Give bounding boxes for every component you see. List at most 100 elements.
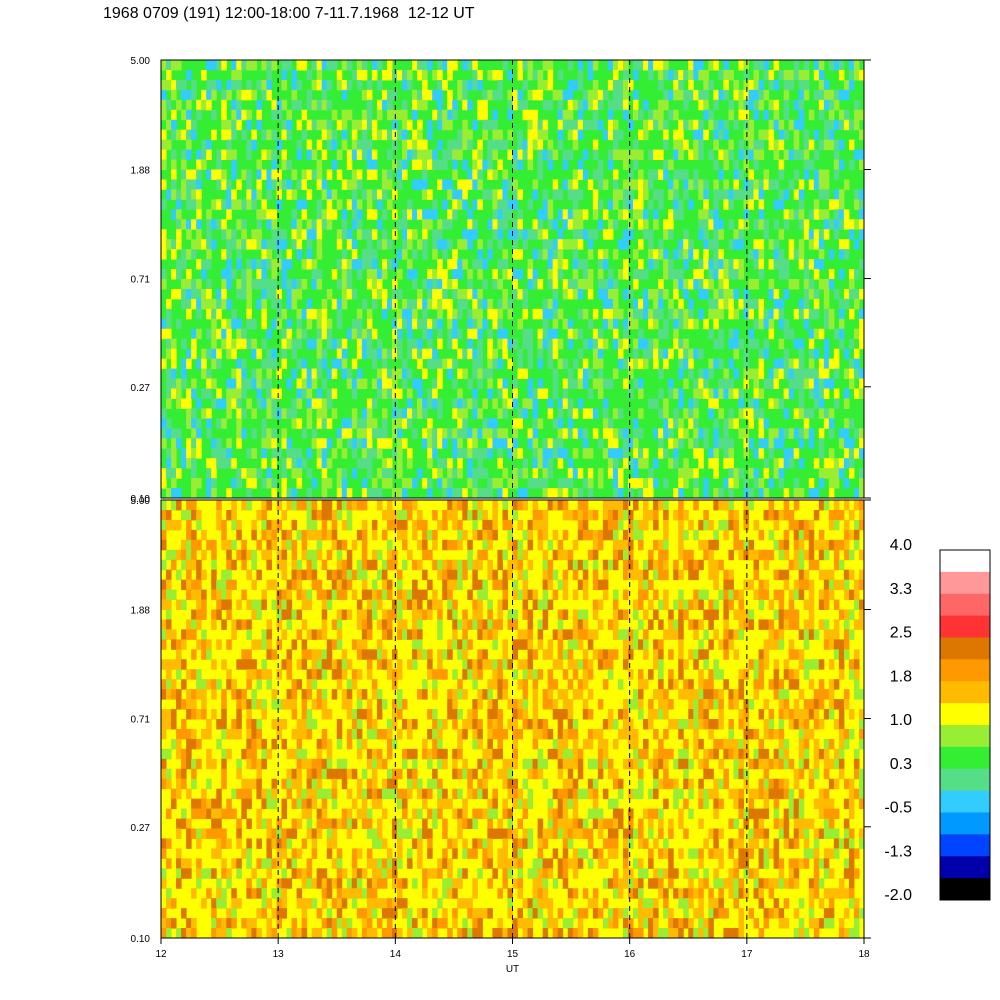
spectrogram-cell bbox=[306, 529, 313, 541]
spectrogram-cell bbox=[191, 179, 197, 190]
spectrogram-cell bbox=[497, 358, 503, 370]
spectrogram-cell bbox=[226, 129, 232, 141]
spectrogram-cell bbox=[261, 738, 267, 750]
spectrogram-cell bbox=[607, 109, 614, 121]
spectrogram-cell bbox=[286, 279, 293, 290]
spectrogram-cell bbox=[648, 199, 654, 210]
spectrogram-cell bbox=[161, 328, 167, 340]
spectrogram-cell bbox=[617, 358, 624, 370]
spectrogram-cell bbox=[527, 119, 534, 131]
spectrogram-cell bbox=[467, 169, 473, 180]
spectrogram-cell bbox=[507, 229, 513, 240]
spectrogram-cell bbox=[432, 599, 438, 610]
spectrogram-cell bbox=[336, 478, 343, 489]
spectrogram-cell bbox=[447, 478, 453, 489]
spectrogram-cell bbox=[552, 488, 559, 498]
spectrogram-cell bbox=[306, 488, 313, 498]
spectrogram-cell bbox=[743, 159, 750, 170]
spectrogram-cell bbox=[341, 60, 348, 71]
spectrogram-cell bbox=[351, 418, 358, 429]
spectrogram-cell bbox=[296, 728, 303, 740]
spectrogram-cell bbox=[291, 500, 298, 511]
spectrogram-cell bbox=[462, 758, 468, 770]
spectrogram-cell bbox=[391, 189, 398, 200]
spectrogram-cell bbox=[572, 199, 579, 210]
spectrogram-cell bbox=[336, 868, 343, 879]
spectrogram-cell bbox=[407, 298, 413, 310]
spectrogram-cell bbox=[276, 888, 283, 899]
spectrogram-cell bbox=[703, 219, 709, 230]
spectrogram-cell bbox=[437, 468, 443, 479]
spectrogram-cell bbox=[663, 328, 669, 340]
spectrogram-cell bbox=[753, 368, 760, 380]
spectrogram-cell bbox=[191, 388, 197, 399]
spectrogram-cell bbox=[191, 438, 197, 449]
spectrogram-cell bbox=[366, 908, 373, 919]
spectrogram-cell bbox=[296, 500, 303, 511]
spectrogram-cell bbox=[462, 189, 468, 200]
spectrogram-cell bbox=[733, 288, 739, 300]
spectrogram-cell bbox=[422, 348, 428, 360]
spectrogram-cell bbox=[161, 509, 167, 521]
spectrogram-cell bbox=[427, 129, 433, 141]
spectrogram-cell bbox=[296, 149, 303, 161]
spectrogram-cell bbox=[467, 818, 473, 829]
spectrogram-cell bbox=[291, 229, 298, 240]
spectrogram-cell bbox=[256, 808, 262, 820]
spectrogram-cell bbox=[818, 239, 825, 250]
spectrogram-cell bbox=[166, 428, 172, 439]
spectrogram-cell bbox=[166, 308, 172, 320]
spectrogram-cell bbox=[728, 149, 734, 161]
spectrogram-cell bbox=[366, 189, 373, 200]
spectrogram-cell bbox=[266, 669, 272, 680]
spectrogram-cell bbox=[457, 418, 463, 429]
spectrogram-cell bbox=[256, 768, 262, 780]
spectrogram-cell bbox=[617, 269, 624, 280]
spectrogram-cell bbox=[507, 358, 513, 370]
spectrogram-cell bbox=[768, 428, 775, 439]
spectrogram-cell bbox=[798, 298, 805, 310]
spectrogram-cell bbox=[356, 559, 363, 571]
spectrogram-cell bbox=[316, 199, 323, 210]
spectrogram-cell bbox=[457, 649, 463, 660]
spectrogram-cell bbox=[622, 358, 629, 370]
spectrogram-cell bbox=[381, 579, 388, 591]
spectrogram-cell bbox=[452, 408, 458, 419]
spectrogram-cell bbox=[678, 119, 684, 131]
spectrogram-cell bbox=[371, 838, 378, 849]
spectrogram-cell bbox=[181, 549, 187, 561]
spectrogram-cell bbox=[271, 719, 277, 730]
spectrogram-cell bbox=[371, 748, 378, 760]
spectrogram-cell bbox=[633, 338, 639, 350]
spectrogram-cell bbox=[386, 868, 393, 879]
spectrogram-cell bbox=[381, 209, 388, 220]
spectrogram-cell bbox=[201, 549, 207, 561]
spectrogram-cell bbox=[181, 728, 187, 740]
spectrogram-cell bbox=[643, 448, 649, 459]
spectrogram-cell bbox=[673, 318, 679, 330]
spectrogram-cell bbox=[361, 798, 368, 810]
spectrogram-cell bbox=[492, 418, 498, 429]
spectrogram-cell bbox=[251, 60, 257, 71]
spectrogram-cell bbox=[402, 589, 408, 601]
spectrogram-cell bbox=[738, 109, 744, 121]
spectrogram-cell bbox=[592, 189, 599, 200]
spectrogram-cell bbox=[386, 378, 393, 389]
spectrogram-cell bbox=[236, 438, 242, 449]
spectrogram-cell bbox=[422, 788, 428, 800]
spectrogram-cell bbox=[376, 619, 383, 630]
spectrogram-cell bbox=[858, 378, 864, 389]
spectrogram-cell bbox=[271, 778, 277, 790]
spectrogram-cell bbox=[427, 868, 433, 879]
spectrogram-cell bbox=[512, 448, 519, 459]
spectrogram-cell bbox=[708, 388, 714, 399]
spectrogram-cell bbox=[171, 249, 177, 260]
spectrogram-cell bbox=[442, 478, 448, 489]
spectrogram-cell bbox=[221, 778, 227, 790]
spectrogram-cell bbox=[452, 569, 458, 581]
spectrogram-cell bbox=[331, 338, 338, 350]
spectrogram-cell bbox=[181, 79, 187, 91]
spectrogram-cell bbox=[371, 418, 378, 429]
spectrogram-cell bbox=[316, 448, 323, 459]
spectrogram-cell bbox=[472, 559, 478, 571]
